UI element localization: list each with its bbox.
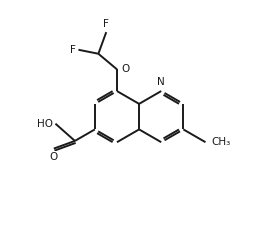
Text: CH₃: CH₃ <box>211 137 231 147</box>
Text: F: F <box>70 45 76 55</box>
Text: O: O <box>121 64 129 74</box>
Text: O: O <box>50 152 58 162</box>
Text: N: N <box>157 77 165 87</box>
Text: F: F <box>103 19 109 29</box>
Text: HO: HO <box>37 119 53 129</box>
